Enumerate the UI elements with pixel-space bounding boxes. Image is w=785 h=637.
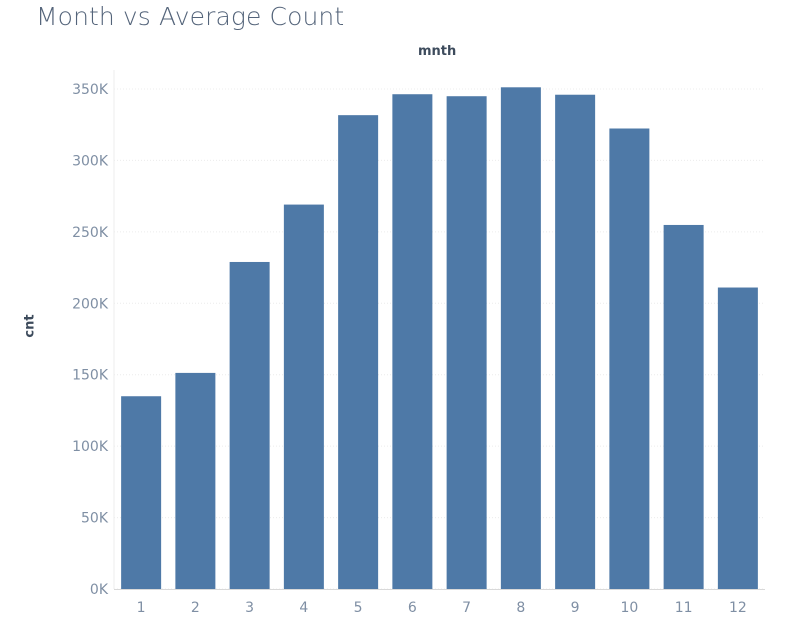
bar-month-8[interactable] (501, 87, 541, 589)
x-tick-label: 5 (354, 600, 363, 616)
x-tick-label: 8 (516, 600, 525, 616)
x-tick-label: 2 (191, 600, 200, 616)
x-tick-label: 4 (299, 600, 308, 616)
x-tick-label: 3 (245, 600, 254, 616)
x-tick-label: 10 (620, 600, 638, 616)
bar-month-9[interactable] (555, 95, 595, 589)
y-tick-label: 0K (90, 582, 109, 598)
x-tick-label: 12 (729, 600, 747, 616)
y-tick-label: 50K (81, 511, 109, 527)
y-tick-label: 150K (72, 368, 109, 384)
bar-month-4[interactable] (284, 205, 324, 589)
x-tick-label: 11 (675, 600, 693, 616)
x-tick-label: 1 (137, 600, 146, 616)
bar-month-1[interactable] (121, 396, 161, 589)
bar-month-2[interactable] (175, 373, 215, 589)
bar-month-3[interactable] (230, 262, 270, 589)
y-tick-label: 250K (72, 225, 109, 241)
x-tick-label: 9 (571, 600, 580, 616)
bar-month-11[interactable] (664, 225, 704, 589)
bar-month-10[interactable] (609, 128, 649, 589)
y-tick-label: 300K (72, 153, 109, 169)
bar-month-5[interactable] (338, 115, 378, 589)
y-tick-label: 350K (72, 82, 109, 98)
y-tick-label: 100K (72, 439, 109, 455)
y-tick-label: 200K (72, 296, 109, 312)
x-tick-label: 6 (408, 600, 417, 616)
x-tick-label: 7 (462, 600, 471, 616)
bar-month-7[interactable] (447, 96, 487, 589)
bar-month-12[interactable] (718, 288, 758, 589)
bar-month-6[interactable] (392, 94, 432, 589)
